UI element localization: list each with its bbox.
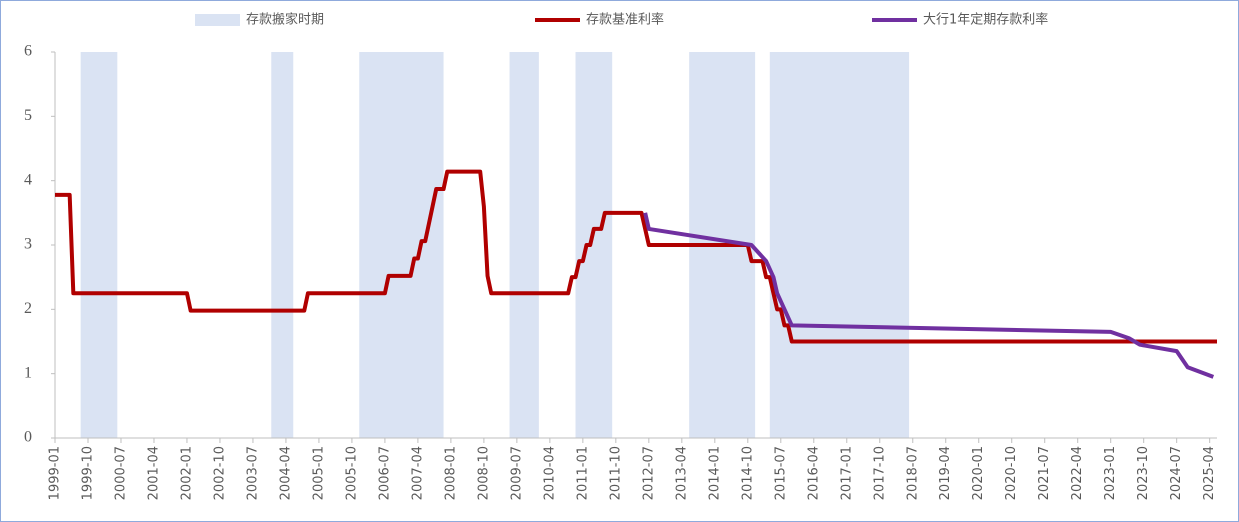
x-tick-label: 2017-10: [872, 446, 887, 500]
x-tick-label: 2024-07: [1169, 446, 1184, 500]
x-tick-label: 2011-10: [608, 446, 623, 500]
x-tick-label: 2002-10: [212, 446, 227, 500]
x-tick-label: 2006-07: [377, 446, 392, 500]
x-tick-label: 2010-04: [542, 446, 557, 500]
x-tick-label: 2005-01: [311, 446, 326, 500]
y-tick-label: 4: [24, 171, 32, 188]
y-tick-label: 1: [24, 364, 32, 381]
x-tick-label: 2000-07: [113, 446, 128, 500]
x-tick-label: 2008-01: [443, 446, 458, 500]
x-tick-label: 2016-04: [806, 446, 821, 500]
y-tick-label: 6: [24, 43, 32, 60]
x-tick-label: 2018-07: [905, 446, 920, 500]
x-tick-label: 2022-04: [1070, 446, 1085, 500]
y-tick-label: 3: [24, 236, 32, 253]
x-tick-label: 2011-01: [575, 446, 590, 500]
x-tick-label: 2014-01: [707, 446, 722, 500]
x-tick-label: 2023-10: [1136, 446, 1151, 500]
x-tick-label: 2021-07: [1037, 446, 1052, 500]
series-line: [55, 169, 1217, 344]
x-tick-label: 2007-04: [410, 446, 425, 500]
x-tick-label: 2019-04: [938, 446, 953, 500]
x-tick-label: 2004-04: [278, 446, 293, 500]
x-tick-label: 2009-07: [509, 446, 524, 500]
y-tick-label: 0: [24, 429, 32, 446]
x-tick-label: 2017-01: [839, 446, 854, 500]
x-tick-label: 1999-01: [48, 446, 63, 500]
legend-swatch: [195, 14, 240, 26]
legend-label: 存款搬家时期: [246, 12, 324, 28]
x-tick-label: 2012-07: [641, 446, 656, 500]
shaded-period: [359, 52, 444, 438]
x-tick-label: 2005-10: [344, 446, 359, 500]
x-tick-label: 2025-04: [1202, 446, 1217, 500]
shaded-period: [271, 52, 294, 438]
x-tick-label: 1999-10: [80, 446, 95, 500]
legend-label: 大行1年定期存款利率: [923, 12, 1048, 28]
shaded-period: [575, 52, 613, 438]
y-tick-label: 2: [24, 300, 32, 317]
legend-label: 存款基准利率: [586, 12, 664, 28]
y-tick-label: 5: [24, 107, 32, 124]
x-tick-label: 2015-07: [773, 446, 788, 500]
x-tick-label: 2008-10: [476, 446, 491, 500]
x-tick-label: 2023-01: [1103, 446, 1118, 500]
x-tick-label: 2014-10: [740, 446, 755, 500]
shaded-period: [509, 52, 539, 438]
x-tick-label: 2002-01: [179, 446, 194, 500]
x-tick-label: 2001-04: [146, 446, 161, 500]
shaded-period: [769, 52, 910, 438]
x-tick-label: 2013-04: [674, 446, 689, 500]
series-line: [643, 212, 1215, 379]
x-tick-label: 2020-10: [1004, 446, 1019, 500]
x-tick-label: 2003-07: [245, 446, 260, 500]
shaded-period: [80, 52, 118, 438]
x-tick-label: 2020-01: [971, 446, 986, 500]
